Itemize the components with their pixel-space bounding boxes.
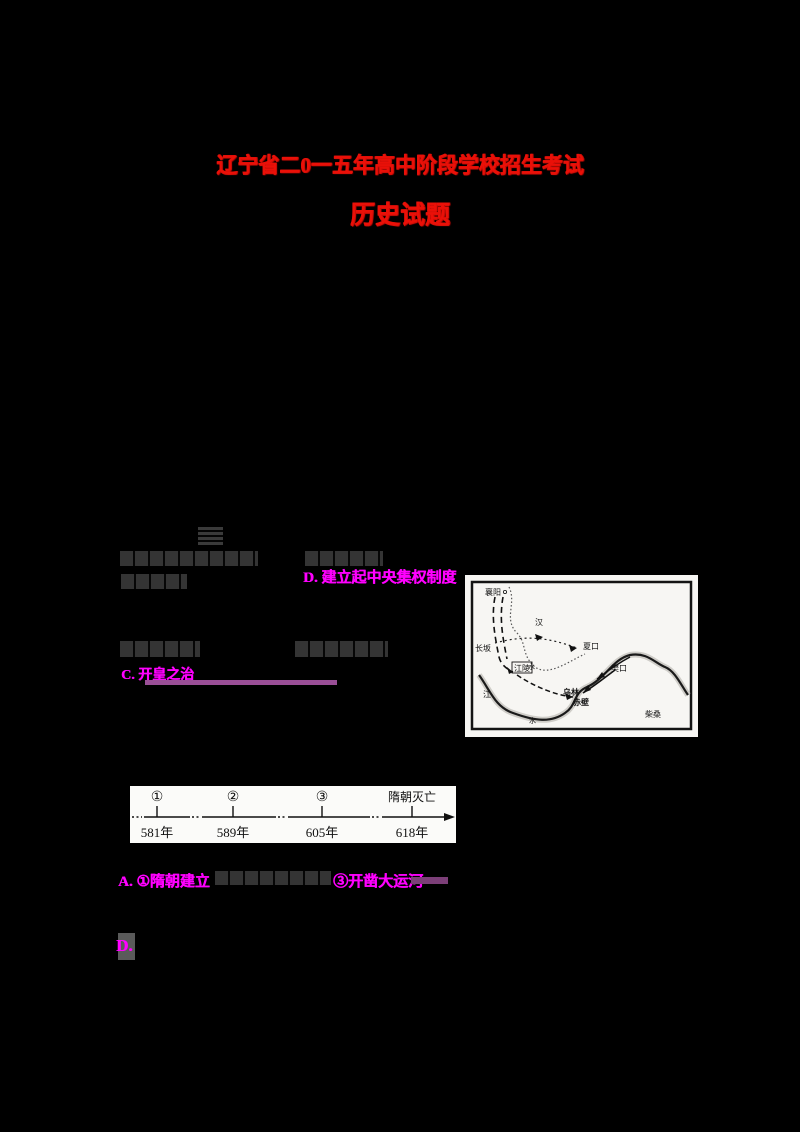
timeline-arrowhead <box>444 813 455 821</box>
label-xiangyang: 襄阳 <box>485 587 501 597</box>
obscured-option-b2 <box>295 641 388 657</box>
label-han: 汉 <box>535 618 543 627</box>
highlight-tail <box>411 877 448 884</box>
highlighted-answer-a-part2: ③开凿大运河 <box>333 874 424 890</box>
event-label-4: 隋朝灭亡 <box>388 790 436 804</box>
timeline-paper <box>130 786 456 843</box>
event-label-3: ③ <box>316 790 329 805</box>
route-arrow-4 <box>583 685 591 693</box>
route-east-dotted <box>494 637 578 649</box>
label-jiang: 江 <box>483 690 491 699</box>
highlighted-answer-c: C. 开皇之治 <box>121 668 195 683</box>
sui-timeline: ① ② ③ 隋朝灭亡 581年 589年 605年 618年 <box>130 786 456 843</box>
exam-subtitle: 历史试题 <box>349 202 450 229</box>
event-label-1: ① <box>151 790 164 805</box>
route-east-arrow-1 <box>535 634 543 641</box>
label-changban: 长坂 <box>475 643 491 653</box>
obscured-option-a2 <box>120 641 200 657</box>
label-wulin: 乌林 <box>563 687 579 697</box>
highlighted-answer-d: D. 建立起中央集权制度 <box>303 570 457 586</box>
label-xiakou: 夏口 <box>583 642 599 651</box>
xiangyang-dot <box>503 589 508 594</box>
label-jiangling: 江陵 <box>514 664 530 673</box>
exam-title: 辽宁省二0一五年高中阶段学校招生考试 <box>216 153 584 177</box>
label-chaisang: 柴桑 <box>645 709 661 719</box>
route-south-2 <box>500 596 508 660</box>
route-arrowhead <box>507 667 513 674</box>
obscured-answer-middle <box>215 871 331 885</box>
year-581: 581年 <box>141 825 174 840</box>
chibi-battle-map: 襄阳 汉 长坂 江陵 江 水 水 夏口 樊口 乌林 赤壁 柴桑 <box>465 575 698 737</box>
route-east-arrow-2 <box>569 645 577 652</box>
jiangling-box <box>511 661 533 674</box>
map-frame <box>470 580 693 731</box>
obscured-small-text <box>198 527 223 545</box>
highlight-bar <box>145 680 337 685</box>
route-arrow-5 <box>597 672 605 679</box>
label-shui-1: 水 <box>528 662 535 671</box>
obscured-option-c1 <box>121 574 187 589</box>
year-618: 618年 <box>396 825 429 840</box>
year-589: 589年 <box>217 825 250 840</box>
highlighted-label-d: D. <box>116 936 133 955</box>
highlighted-answer-a-part1: A. ①隋朝建立 <box>118 874 210 890</box>
label-shui-2: 水 <box>529 716 536 725</box>
route-arrow-3 <box>565 693 573 700</box>
year-605: 605年 <box>306 825 339 840</box>
gray-selection-block <box>118 933 135 960</box>
label-fankou: 樊口 <box>611 663 627 673</box>
label-chibi: 赤壁 <box>573 697 589 707</box>
event-label-2: ② <box>227 790 240 805</box>
obscured-option-b1 <box>305 551 383 566</box>
obscured-option-a1 <box>120 551 258 566</box>
